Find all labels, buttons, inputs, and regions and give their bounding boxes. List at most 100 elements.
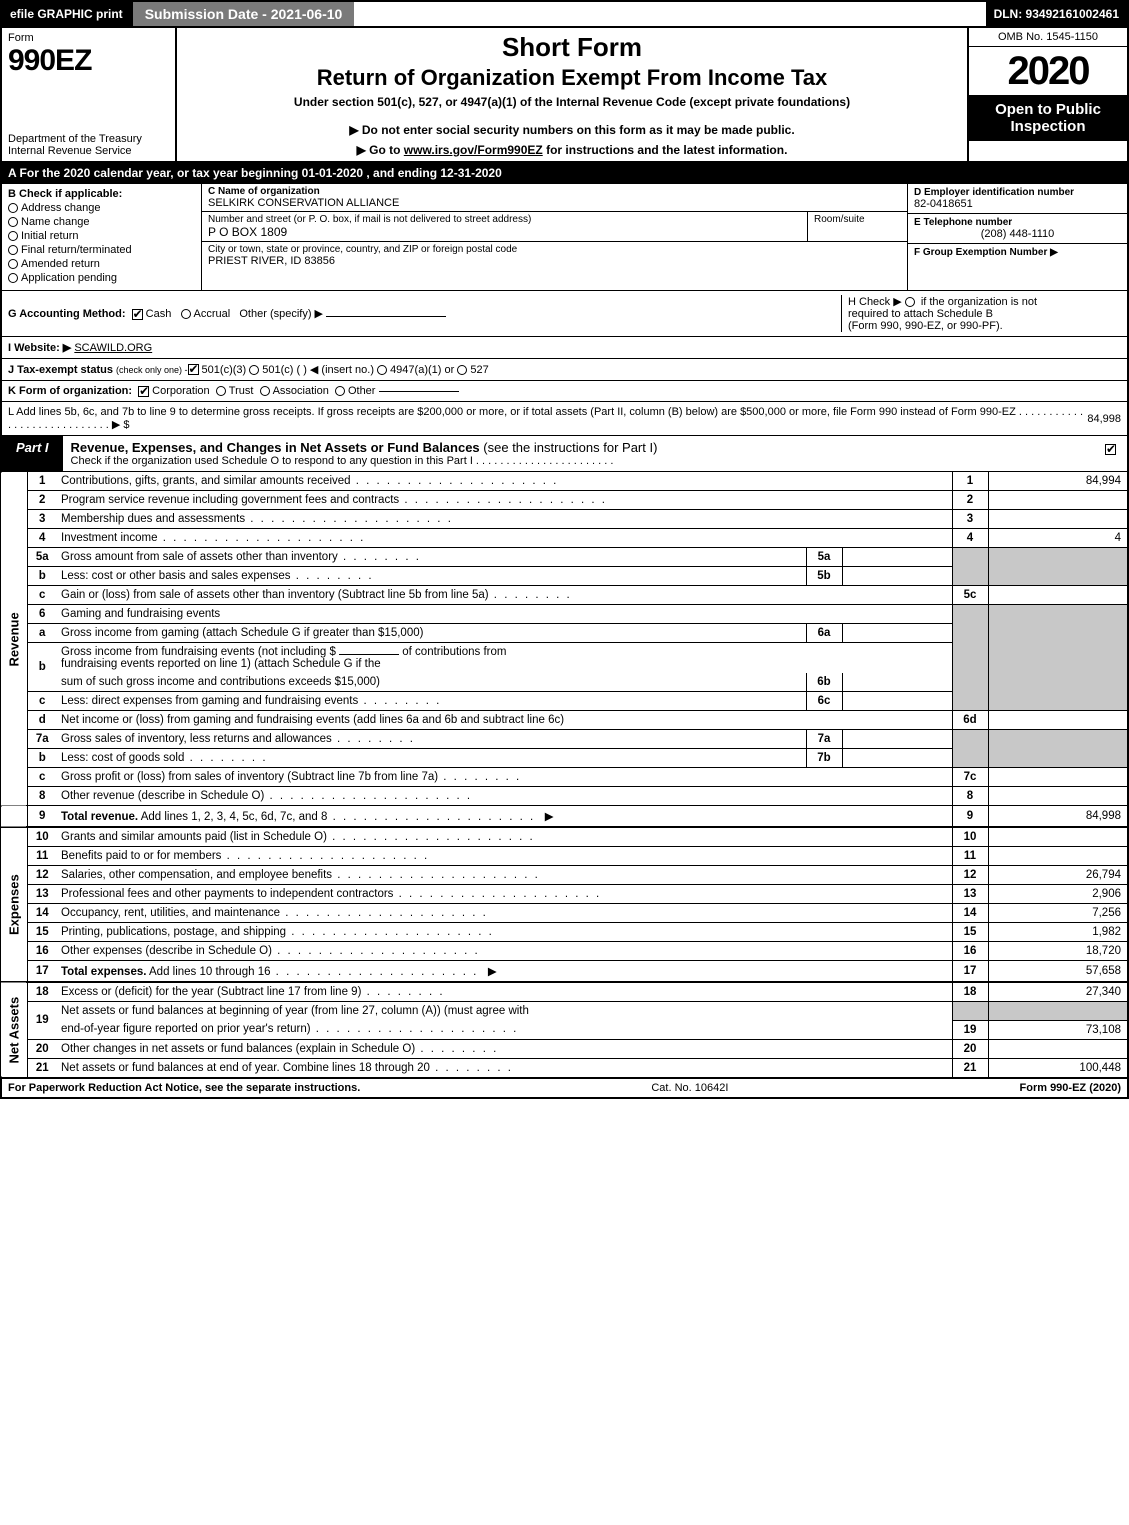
f-label: F Group Exemption Number ▶ bbox=[914, 247, 1121, 258]
chk-h[interactable] bbox=[905, 297, 915, 307]
l5c-amt bbox=[988, 586, 1128, 605]
chk-initial-return[interactable] bbox=[8, 231, 18, 241]
l6d-amt bbox=[988, 711, 1128, 730]
l19-amt: 73,108 bbox=[988, 1020, 1128, 1039]
l7a-num: 7a bbox=[27, 730, 57, 749]
l3-num: 3 bbox=[27, 510, 57, 529]
l12-desc: Salaries, other compensation, and employ… bbox=[57, 866, 952, 885]
l7-shade-rn bbox=[952, 730, 988, 768]
l3-amt bbox=[988, 510, 1128, 529]
l7b-num: b bbox=[27, 749, 57, 768]
l19-rn: 19 bbox=[952, 1020, 988, 1039]
chk-corporation[interactable] bbox=[138, 386, 149, 397]
l21-desc: Net assets or fund balances at end of ye… bbox=[57, 1058, 952, 1078]
ein-value: 82-0418651 bbox=[914, 198, 1121, 210]
chk-address-change-label: Address change bbox=[21, 202, 101, 214]
irs-link[interactable]: www.irs.gov/Form990EZ bbox=[404, 143, 543, 157]
l12-amt: 26,794 bbox=[988, 866, 1128, 885]
l6b-amount-field[interactable] bbox=[339, 654, 399, 655]
other-specify-field[interactable] bbox=[326, 316, 446, 317]
topbar-spacer bbox=[354, 2, 985, 26]
org-name: SELKIRK CONSERVATION ALLIANCE bbox=[208, 197, 901, 209]
b-heading: B Check if applicable: bbox=[8, 188, 195, 200]
l2-amt bbox=[988, 491, 1128, 510]
l17-arrow: ▶ bbox=[488, 966, 497, 978]
l6b-d1: Gross income from fundraising events (no… bbox=[61, 646, 336, 658]
l14-num: 14 bbox=[27, 904, 57, 923]
l5a-desc: Gross amount from sale of assets other t… bbox=[57, 548, 806, 567]
note2-pre: ▶ Go to bbox=[357, 143, 404, 157]
chk-association[interactable] bbox=[260, 386, 270, 396]
l7c-desc: Gross profit or (loss) from sales of inv… bbox=[57, 768, 952, 787]
return-title: Return of Organization Exempt From Incom… bbox=[185, 65, 959, 91]
l4-desc: Investment income bbox=[57, 529, 952, 548]
chk-527[interactable] bbox=[457, 365, 467, 375]
chk-schedule-o[interactable] bbox=[1105, 444, 1116, 455]
l7a-ibval bbox=[842, 730, 952, 749]
l9-amt: 84,998 bbox=[988, 806, 1128, 828]
chk-accrual[interactable] bbox=[181, 309, 191, 319]
l3-desc: Membership dues and assessments bbox=[57, 510, 952, 529]
l17-amt: 57,658 bbox=[988, 961, 1128, 983]
l6b-num: b bbox=[27, 643, 57, 692]
website-value[interactable]: SCAWILD.ORG bbox=[74, 342, 152, 354]
chk-address-change[interactable] bbox=[8, 203, 18, 213]
l2-desc: Program service revenue including govern… bbox=[57, 491, 952, 510]
l17-num: 17 bbox=[27, 961, 57, 983]
chk-4947[interactable] bbox=[377, 365, 387, 375]
l6b-d2: fundraising events reported on line 1) (… bbox=[61, 658, 381, 670]
l-amount: 84,998 bbox=[1087, 413, 1121, 425]
k-label: K Form of organization: bbox=[8, 385, 132, 397]
part1-check bbox=[1097, 436, 1127, 471]
part1-tab: Part I bbox=[2, 436, 63, 471]
chk-amended-return[interactable] bbox=[8, 259, 18, 269]
l5-shade-amt bbox=[988, 548, 1128, 586]
l6a-desc: Gross income from gaming (attach Schedul… bbox=[57, 624, 806, 643]
chk-name-change[interactable] bbox=[8, 217, 18, 227]
l1-num: 1 bbox=[27, 472, 57, 491]
chk-other-org[interactable] bbox=[335, 386, 345, 396]
l17-desc: Add lines 10 through 16 bbox=[149, 966, 478, 978]
city-value: PRIEST RIVER, ID 83856 bbox=[208, 255, 901, 267]
top-bar: efile GRAPHIC print Submission Date - 20… bbox=[0, 0, 1129, 28]
l10-num: 10 bbox=[27, 827, 57, 847]
efile-label[interactable]: efile GRAPHIC print bbox=[2, 2, 131, 26]
other-label: Other (specify) ▶ bbox=[239, 308, 323, 320]
l7a-ib: 7a bbox=[806, 730, 842, 749]
l13-rn: 13 bbox=[952, 885, 988, 904]
l15-amt: 1,982 bbox=[988, 923, 1128, 942]
row-a-calendar: A For the 2020 calendar year, or tax yea… bbox=[0, 163, 1129, 184]
chk-final-return[interactable] bbox=[8, 245, 18, 255]
footer-right: Form 990-EZ (2020) bbox=[1020, 1082, 1122, 1094]
l21-rn: 21 bbox=[952, 1058, 988, 1078]
dept-line1: Department of the Treasury bbox=[8, 133, 142, 145]
l6c-num: c bbox=[27, 692, 57, 711]
chk-cash[interactable] bbox=[132, 309, 143, 320]
chk-amended-return-label: Amended return bbox=[21, 258, 100, 270]
l11-desc: Benefits paid to or for members bbox=[57, 847, 952, 866]
l5-shade-rn bbox=[952, 548, 988, 586]
page-footer: For Paperwork Reduction Act Notice, see … bbox=[0, 1079, 1129, 1099]
l15-num: 15 bbox=[27, 923, 57, 942]
dln-label: DLN: 93492161002461 bbox=[986, 2, 1127, 26]
l6-shade-rn bbox=[952, 605, 988, 711]
chk-501c3[interactable] bbox=[188, 364, 199, 375]
l6-shade-amt bbox=[988, 605, 1128, 711]
section-c: C Name of organization SELKIRK CONSERVAT… bbox=[202, 184, 907, 290]
l10-amt bbox=[988, 827, 1128, 847]
l3-rn: 3 bbox=[952, 510, 988, 529]
l6c-ib: 6c bbox=[806, 692, 842, 711]
address-row: Number and street (or P. O. box, if mail… bbox=[202, 212, 907, 242]
l11-amt bbox=[988, 847, 1128, 866]
section-d: D Employer identification number 82-0418… bbox=[908, 184, 1127, 214]
chk-501c[interactable] bbox=[249, 365, 259, 375]
other-org-field[interactable] bbox=[379, 391, 459, 392]
h-line2: required to attach Schedule B bbox=[848, 308, 993, 320]
chk-application-pending[interactable] bbox=[8, 273, 18, 283]
l14-desc: Occupancy, rent, utilities, and maintena… bbox=[57, 904, 952, 923]
chk-trust[interactable] bbox=[216, 386, 226, 396]
l7a-desc: Gross sales of inventory, less returns a… bbox=[57, 730, 806, 749]
submission-date: Submission Date - 2021-06-10 bbox=[131, 2, 355, 26]
expenses-side-label: Expenses bbox=[1, 827, 27, 982]
l9-desc: Add lines 1, 2, 3, 4, 5c, 6d, 7c, and 8 bbox=[141, 811, 536, 823]
